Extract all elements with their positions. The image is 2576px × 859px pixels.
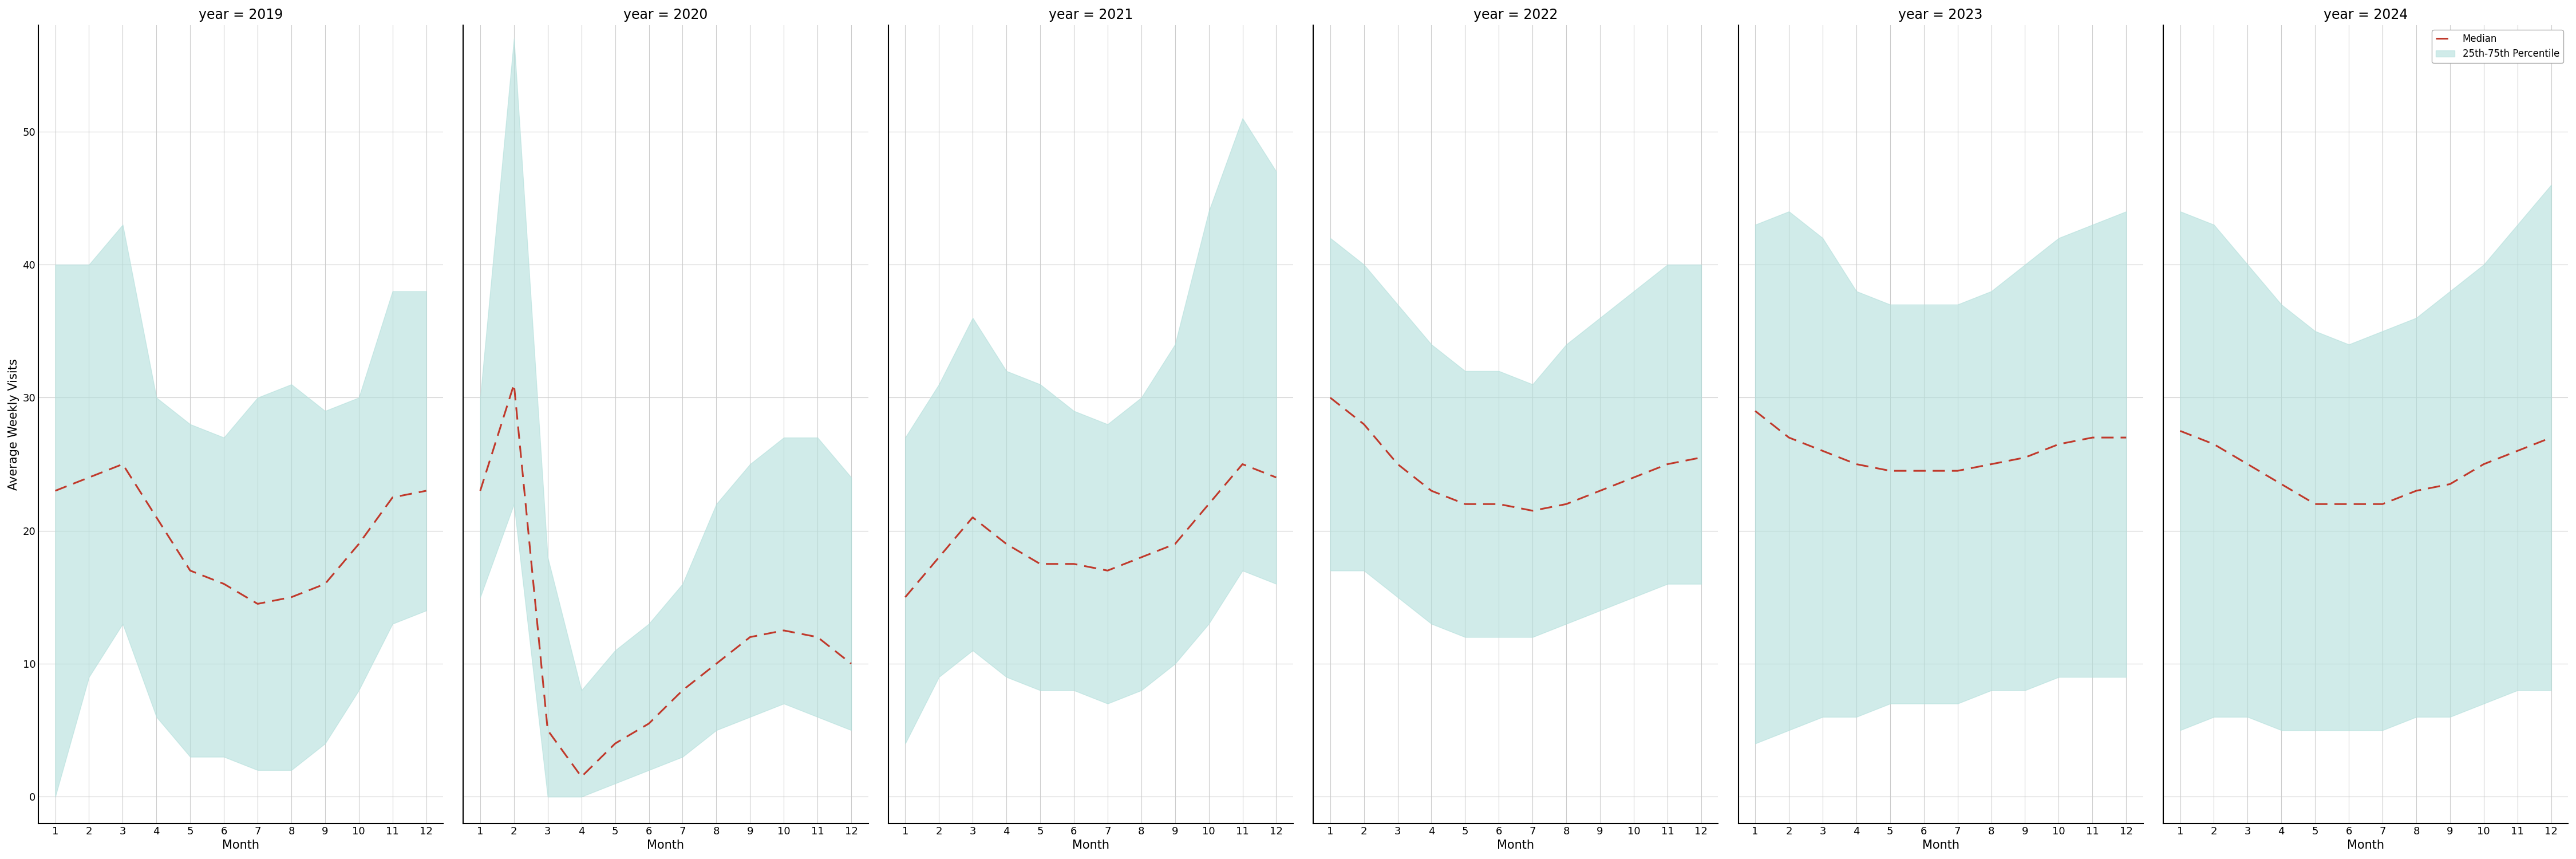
Median [1059, 558, 1090, 569]
Median [1126, 552, 1157, 563]
Median [1584, 485, 1615, 496]
X-axis label: Month: Month [1072, 839, 1110, 851]
X-axis label: Month: Month [647, 839, 685, 851]
Median [889, 592, 920, 602]
Median [2535, 432, 2566, 442]
Median [2468, 459, 2499, 469]
Median [1808, 446, 1839, 456]
Median [2233, 459, 2264, 469]
Median [2164, 426, 2195, 436]
Median [1347, 419, 1378, 430]
Median [1226, 459, 1257, 469]
Median [1092, 565, 1123, 576]
X-axis label: Month: Month [222, 839, 260, 851]
Median [1685, 453, 1716, 463]
Median [209, 579, 240, 589]
Median [1942, 466, 1973, 476]
Median [768, 625, 799, 636]
Median [567, 771, 598, 782]
Median [801, 632, 832, 643]
X-axis label: Month: Month [1497, 839, 1535, 851]
Median [533, 725, 564, 735]
Median [108, 459, 139, 469]
Median [343, 539, 374, 549]
Line: Median: Median [1754, 411, 2125, 471]
Median [1842, 459, 1873, 469]
Median [2401, 485, 2432, 496]
Median [1551, 499, 1582, 509]
Median [701, 659, 732, 669]
Median [992, 539, 1023, 549]
Median [309, 579, 340, 589]
Median [242, 599, 273, 609]
Median [1159, 539, 1190, 549]
Median [1314, 393, 1345, 403]
Line: Median: Median [479, 384, 850, 777]
Median [2076, 432, 2107, 442]
Title: year = 2019: year = 2019 [198, 8, 283, 21]
Line: Median: Median [54, 464, 425, 604]
Median [1976, 459, 2007, 469]
Median [1484, 499, 1515, 509]
Median [1517, 506, 1548, 516]
Title: year = 2023: year = 2023 [1899, 8, 1984, 21]
Median [2110, 432, 2141, 442]
Median [667, 685, 698, 696]
Median [2367, 499, 2398, 509]
Median [2197, 439, 2228, 449]
Median [958, 512, 989, 522]
Median [142, 512, 173, 522]
Median [1909, 466, 1940, 476]
Median [734, 632, 765, 643]
Median [1772, 432, 1803, 442]
Title: year = 2021: year = 2021 [1048, 8, 1133, 21]
Median [2334, 499, 2365, 509]
Median [600, 739, 631, 749]
Title: year = 2024: year = 2024 [2324, 8, 2409, 21]
Median [2043, 439, 2074, 449]
Median [175, 565, 206, 576]
Median [276, 592, 307, 602]
Median [1383, 459, 1414, 469]
Line: Median: Median [1329, 398, 1700, 511]
Median [75, 472, 106, 483]
Median [2434, 479, 2465, 490]
Median [464, 485, 495, 496]
Median [376, 492, 407, 503]
Median [2501, 446, 2532, 456]
Median [39, 485, 70, 496]
Title: year = 2022: year = 2022 [1473, 8, 1558, 21]
Median [1618, 472, 1649, 483]
Line: Median: Median [2179, 431, 2550, 504]
Median [1193, 499, 1224, 509]
Median [634, 718, 665, 728]
Median [922, 552, 953, 563]
Title: year = 2020: year = 2020 [623, 8, 708, 21]
Median [1651, 459, 1682, 469]
Median [1417, 485, 1448, 496]
X-axis label: Month: Month [2347, 839, 2385, 851]
Median [2300, 499, 2331, 509]
Median [2009, 453, 2040, 463]
Y-axis label: Average Weekly Visits: Average Weekly Visits [8, 358, 21, 490]
Median [1875, 466, 1906, 476]
Median [2267, 479, 2298, 490]
Median [835, 659, 866, 669]
Median [1025, 558, 1056, 569]
Median [410, 485, 440, 496]
Median [1450, 499, 1481, 509]
Legend: Median, 25th-75th Percentile: Median, 25th-75th Percentile [2432, 30, 2563, 63]
X-axis label: Month: Month [1922, 839, 1960, 851]
Median [1739, 405, 1770, 416]
Median [500, 379, 531, 389]
Median [1260, 472, 1291, 483]
Line: Median: Median [904, 464, 1275, 597]
